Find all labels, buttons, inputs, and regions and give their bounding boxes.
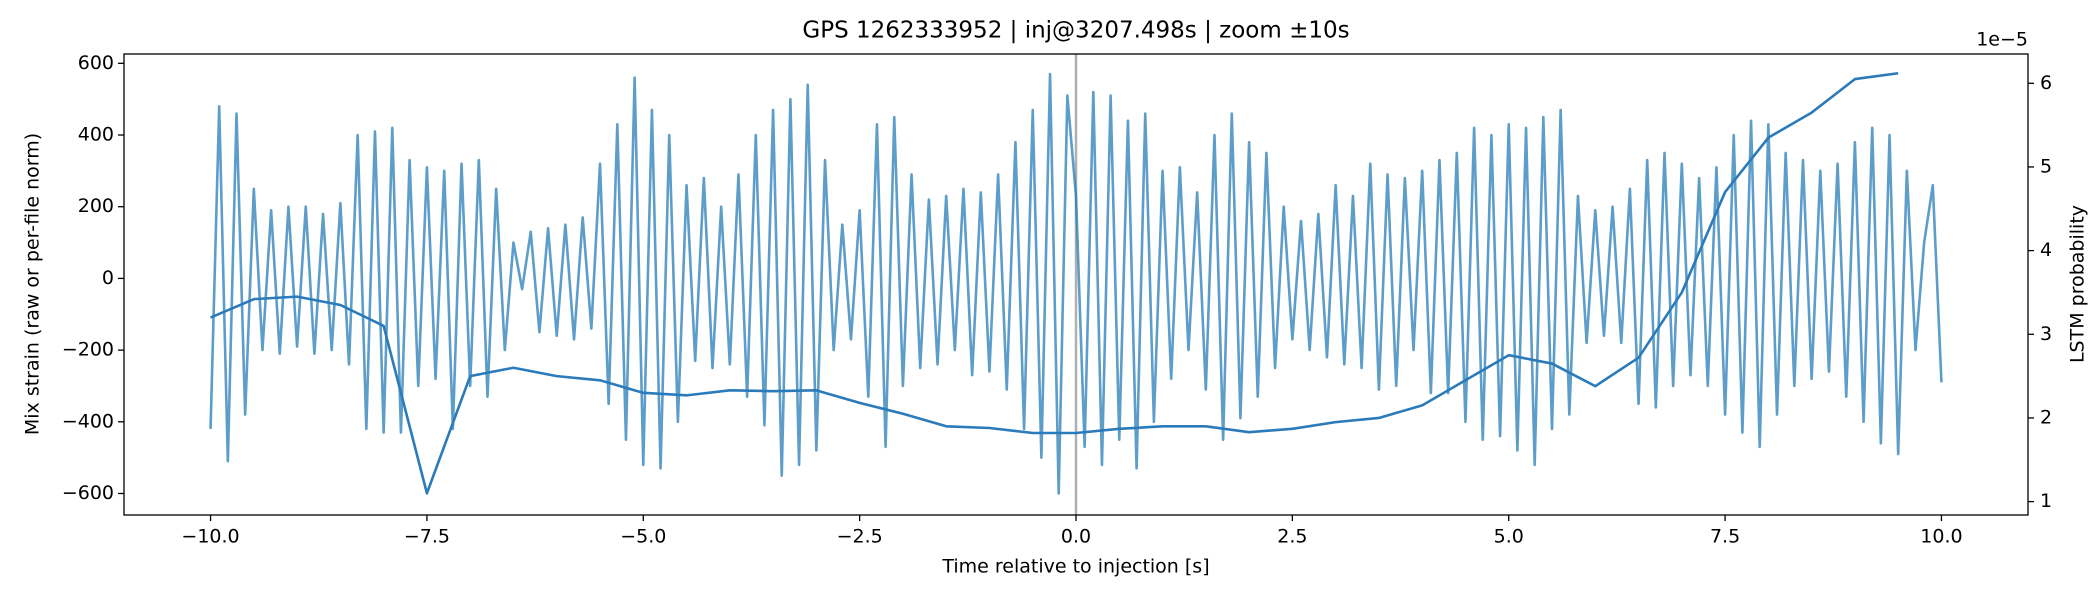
- y2-tick-label: 5: [2040, 155, 2052, 177]
- y-axis-label: Mix strain (raw or per-file norm): [22, 133, 44, 435]
- x-tick-label: −7.5: [404, 526, 450, 548]
- y-tick-label: 200: [78, 195, 114, 217]
- x-axis-label: Time relative to injection [s]: [941, 556, 1209, 578]
- x-tick-label: −2.5: [837, 526, 883, 548]
- x-tick-label: −10.0: [181, 526, 239, 548]
- plot-frame: [123, 53, 2029, 516]
- y-tick-label: 0: [102, 267, 114, 289]
- y2-tick-label: 4: [2040, 239, 2052, 261]
- y2-tick-label: 2: [2040, 406, 2052, 428]
- y-tick-label: −600: [62, 482, 114, 504]
- x-tick-label: −5.0: [620, 526, 666, 548]
- data-line: [209, 72, 1943, 495]
- x-tick-label: 7.5: [1710, 526, 1740, 548]
- y2-tick-label: 3: [2040, 323, 2052, 345]
- y-tick-label: 600: [78, 52, 114, 74]
- x-tick-label: 5.0: [1494, 526, 1524, 548]
- x-tick-label: 10.0: [1920, 526, 1962, 548]
- y2-tick-label: 1: [2040, 490, 2052, 512]
- data-line: [210, 71, 1899, 495]
- y-tick-label: −200: [62, 339, 114, 361]
- x-tick-label: 0.0: [1061, 526, 1091, 548]
- y2-offset-label: 1e−5: [1976, 29, 2028, 51]
- x-tick-label: 2.5: [1277, 526, 1307, 548]
- y-tick-label: 400: [78, 124, 114, 146]
- y-tick-label: −400: [62, 410, 114, 432]
- y2-axis-label: LSTM probability: [2067, 205, 2089, 363]
- chart-title: GPS 1262333952 | inj@3207.498s | zoom ±1…: [802, 18, 1349, 44]
- y2-tick-label: 6: [2040, 72, 2052, 94]
